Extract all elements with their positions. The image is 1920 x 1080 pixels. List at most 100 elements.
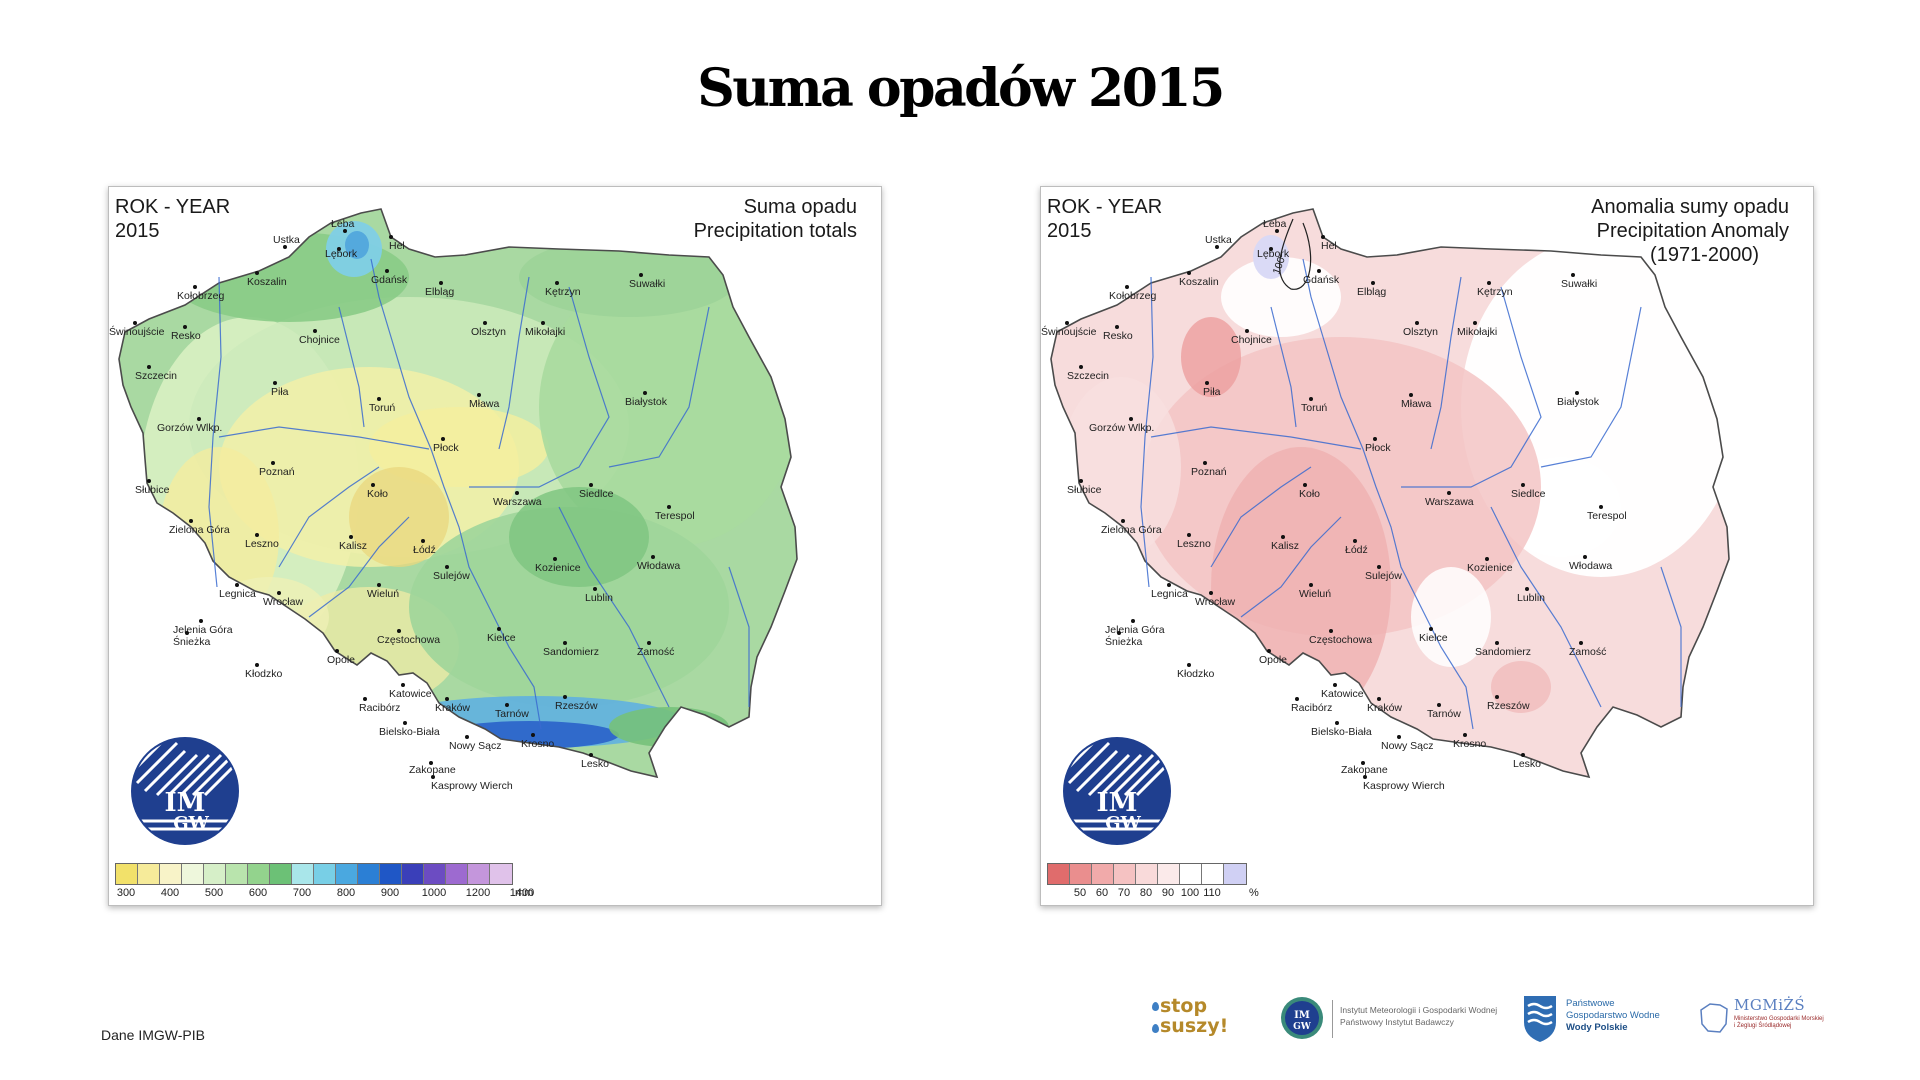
svg-text:Mława: Mława (1401, 398, 1432, 410)
svg-text:Kasprowy Wierch: Kasprowy Wierch (1363, 780, 1445, 792)
anomaly-subtitle-line: Anomalia sumy opadu (1591, 196, 1789, 218)
imgw-badge-text-top: IM (1294, 1010, 1310, 1021)
svg-text:Mikołajki: Mikołajki (1457, 326, 1497, 338)
anomaly-legend: 50 60 70 80 90 100 110% (1047, 863, 1259, 903)
imgw-pib-logo: IM GW Instytut Meteorologii i Gospodarki… (1280, 996, 1510, 1046)
svg-text:Śnieżka: Śnieżka (1105, 635, 1143, 648)
svg-text:Elbląg: Elbląg (425, 286, 454, 298)
svg-text:Gdańsk: Gdańsk (371, 274, 408, 286)
svg-text:Lesko: Lesko (1513, 758, 1541, 770)
partner-logos: stop suszy! IM GW Instytut Meteorologii … (1150, 990, 1830, 1060)
totals-heading-line: 2015 (115, 220, 160, 242)
svg-text:Koło: Koło (367, 488, 388, 500)
svg-text:Suwałki: Suwałki (1561, 278, 1597, 290)
totals-city-markers: Łeba Hel Ustka Lębork Gdańsk Koszalin Ko… (109, 218, 695, 792)
legend-color-swatch (1202, 864, 1224, 884)
legend-color-swatch (490, 864, 512, 884)
svg-text:Kętrzyn: Kętrzyn (1477, 286, 1513, 298)
svg-text:Opole: Opole (1259, 654, 1287, 666)
legend-color-swatch (358, 864, 380, 884)
legend-color-swatch (138, 864, 160, 884)
legend-color-swatch (1180, 864, 1202, 884)
svg-text:Wrocław: Wrocław (1195, 596, 1235, 608)
svg-text:Wieluń: Wieluń (1299, 588, 1331, 600)
anomaly-heading-line: ROK - YEAR (1047, 196, 1163, 218)
svg-text:Rzeszów: Rzeszów (555, 700, 598, 712)
svg-text:Zamość: Zamość (637, 646, 674, 658)
svg-text:Koszalin: Koszalin (247, 276, 287, 288)
svg-text:Zielona Góra: Zielona Góra (1101, 524, 1162, 536)
svg-text:Terespol: Terespol (655, 510, 695, 522)
svg-text:Łódź: Łódź (1345, 544, 1368, 556)
legend-tick-label: 70 (1117, 887, 1131, 899)
legend-unit-label: % (1249, 887, 1259, 899)
legend-tick-label: 1400 (509, 887, 535, 899)
svg-text:Koło: Koło (1299, 488, 1320, 500)
anomaly-heading-line: 2015 (1047, 220, 1092, 242)
page-title: Suma opadów 2015 (697, 58, 1225, 119)
svg-text:Jelenia Góra: Jelenia Góra (1105, 624, 1165, 636)
legend-color-swatch (182, 864, 204, 884)
svg-text:Koszalin: Koszalin (1179, 276, 1219, 288)
wody-polskie-line: Wody Polskie (1566, 1022, 1628, 1033)
svg-text:Słubice: Słubice (1067, 484, 1102, 496)
svg-text:Świnoujście: Świnoujście (1041, 325, 1097, 338)
svg-text:Wieluń: Wieluń (367, 588, 399, 600)
legend-color-swatch (270, 864, 292, 884)
svg-text:Suwałki: Suwałki (629, 278, 665, 290)
imgw-badge-text-bottom: GW (1293, 1022, 1312, 1032)
svg-text:Krosno: Krosno (521, 738, 554, 750)
legend-tick-label: 500 (204, 887, 224, 899)
svg-text:Resko: Resko (1103, 330, 1133, 342)
totals-heading-line: ROK - YEAR (115, 196, 231, 218)
svg-text:Zakopane: Zakopane (409, 764, 456, 776)
anomaly-subtitle-line: Precipitation Anomaly (1596, 220, 1789, 242)
legend-color-swatch (1136, 864, 1158, 884)
svg-text:Piła: Piła (1203, 386, 1221, 398)
precipitation-anomaly-map: 100 Łeba Hel Ustka Lębork Gdańsk Koszali… (1041, 208, 1730, 792)
svg-text:Płock: Płock (1365, 442, 1391, 454)
legend-color-swatch (116, 864, 138, 884)
svg-text:Lublin: Lublin (1517, 592, 1545, 604)
legend-tick-label: 800 (336, 887, 356, 899)
svg-text:Kołobrzeg: Kołobrzeg (177, 290, 224, 302)
anomaly-city-markers: Łeba Hel Ustka Lębork Gdańsk Koszalin Ko… (1041, 218, 1627, 792)
imgw-logo-text-top: IM (1097, 788, 1138, 818)
svg-text:Rzeszów: Rzeszów (1487, 700, 1530, 712)
svg-text:Bielsko-Biała: Bielsko-Biała (1311, 726, 1372, 738)
svg-text:Olsztyn: Olsztyn (1403, 326, 1438, 338)
stop-suszy-line: stop (1160, 995, 1208, 1017)
svg-text:Mikołajki: Mikołajki (525, 326, 565, 338)
svg-text:Legnica: Legnica (219, 588, 256, 600)
svg-text:Lębork: Lębork (1257, 248, 1290, 260)
legend-color-swatch (1224, 864, 1246, 884)
svg-text:Leszno: Leszno (1177, 538, 1211, 550)
legend-tick-label: 90 (1161, 887, 1175, 899)
legend-color-swatch (402, 864, 424, 884)
legend-tick-label: 1000 (421, 887, 447, 899)
svg-text:Siedlce: Siedlce (579, 488, 614, 500)
legend-tick-label: 300 (116, 887, 136, 899)
mgmzs-logo: MGMiŻŚ Ministerstwo Gospodarki Morskiej … (1698, 996, 1828, 1046)
svg-text:Terespol: Terespol (1587, 510, 1627, 522)
svg-text:Olsztyn: Olsztyn (471, 326, 506, 338)
totals-legend-ticks: 300 400 500 600 700 800 900 1000 1200 1400 mm (115, 887, 534, 903)
svg-text:Resko: Resko (171, 330, 201, 342)
legend-color-swatch (314, 864, 336, 884)
legend-tick-label: 110 (1203, 887, 1221, 899)
legend-tick-label: 1200 (465, 887, 491, 899)
legend-tick-label: 700 (292, 887, 312, 899)
svg-text:Zielona Góra: Zielona Góra (169, 524, 230, 536)
svg-text:Katowice: Katowice (1321, 688, 1364, 700)
svg-text:Hel: Hel (1321, 240, 1337, 252)
precipitation-totals-map: Łeba Hel Ustka Lębork Gdańsk Koszalin Ko… (109, 208, 798, 792)
legend-color-swatch (292, 864, 314, 884)
anomaly-map-subtitle: Anomalia sumy opadu Precipitation Anomal… (1591, 195, 1789, 267)
svg-text:Świnoujście: Świnoujście (109, 325, 165, 338)
svg-text:Białystok: Białystok (1557, 396, 1600, 408)
wody-polskie-line: Państwowe (1566, 998, 1615, 1009)
svg-text:Racibórz: Racibórz (1291, 702, 1332, 714)
wody-polskie-shield-icon (1524, 996, 1556, 1042)
imgw-badge-icon: IM GW (1281, 997, 1323, 1039)
legend-color-swatch (1070, 864, 1092, 884)
